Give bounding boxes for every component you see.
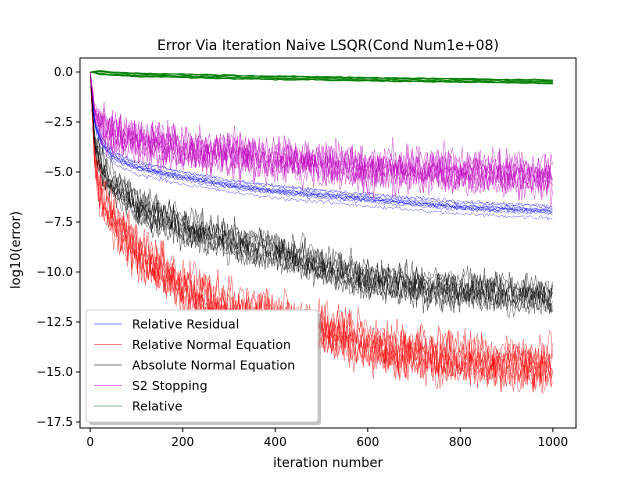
y-tick-label: −7.5: [44, 215, 73, 229]
series-line-relative-normal-equation-1: [89, 71, 553, 375]
series-line-absolute-normal-equation-9: [89, 71, 553, 303]
series-line-absolute-normal-equation-3: [89, 71, 553, 303]
series-line-relative-9: [90, 71, 553, 84]
series-line-relative-residual-5: [89, 71, 553, 209]
series-line-relative-residual-3: [89, 71, 553, 214]
y-axis-ticks: 0.0 −2.5 −5.0 −7.5 −10.0 −12.5 −15.0 −17.5: [36, 65, 80, 429]
x-axis-label: iteration number: [273, 456, 383, 471]
y-tick-label: −15.0: [36, 365, 73, 379]
legend-label: Absolute Normal Equation: [132, 358, 295, 373]
legend-label: Relative Normal Equation: [132, 337, 291, 352]
x-axis-ticks: 0 200 400 600 800 1000: [86, 428, 568, 449]
series-line-absolute-normal-equation-8: [89, 71, 553, 311]
x-tick-label: 400: [264, 435, 287, 449]
legend-label: Relative: [132, 399, 183, 414]
y-axis-label: log10(error): [9, 211, 24, 289]
x-tick-label: 200: [171, 435, 194, 449]
series-line-s2-stopping-7: [89, 71, 553, 194]
series-line-relative-normal-equation-4: [89, 71, 553, 376]
series-line-relative-residual-8: [89, 71, 553, 214]
y-tick-label: 0.0: [54, 65, 73, 79]
y-tick-label: −5.0: [44, 165, 73, 179]
x-tick-label: 600: [356, 435, 379, 449]
series-line-absolute-normal-equation-5: [89, 71, 553, 315]
x-tick-label: 0: [86, 435, 94, 449]
series-line-absolute-normal-equation-7: [89, 71, 553, 305]
y-tick-label: −12.5: [36, 315, 73, 329]
series-line-s2-stopping-9: [89, 71, 553, 196]
y-tick-label: −10.0: [36, 265, 73, 279]
series-line-relative-8: [90, 70, 553, 82]
series-line-relative-residual-6: [89, 71, 553, 208]
series-line-relative-normal-equation-9: [89, 71, 553, 392]
series-line-relative-residual-9: [89, 71, 553, 221]
series-line-relative-normal-equation-2: [89, 71, 553, 382]
y-tick-label: −2.5: [44, 115, 73, 129]
series-line-absolute-normal-equation-6: [89, 71, 553, 318]
y-tick-label: −17.5: [36, 415, 73, 429]
series-line-s2-stopping-5: [89, 71, 553, 185]
plot-area: [89, 70, 553, 394]
x-tick-label: 1000: [538, 435, 569, 449]
series-line-relative-residual-7: [89, 71, 553, 211]
series-line-absolute-normal-equation-4: [89, 71, 553, 314]
x-tick-label: 800: [449, 435, 472, 449]
legend-label: S2 Stopping: [132, 378, 208, 393]
axes-frame: [79, 57, 577, 429]
legend-label: Relative Residual: [132, 317, 239, 332]
legend-box: [85, 309, 319, 423]
series-line-s2-stopping-6: [89, 71, 553, 207]
legend: Relative Residual Relative Normal Equatio…: [85, 309, 321, 425]
chart-title: Error Via Iteration Naive LSQR(Cond Num1…: [157, 38, 499, 54]
